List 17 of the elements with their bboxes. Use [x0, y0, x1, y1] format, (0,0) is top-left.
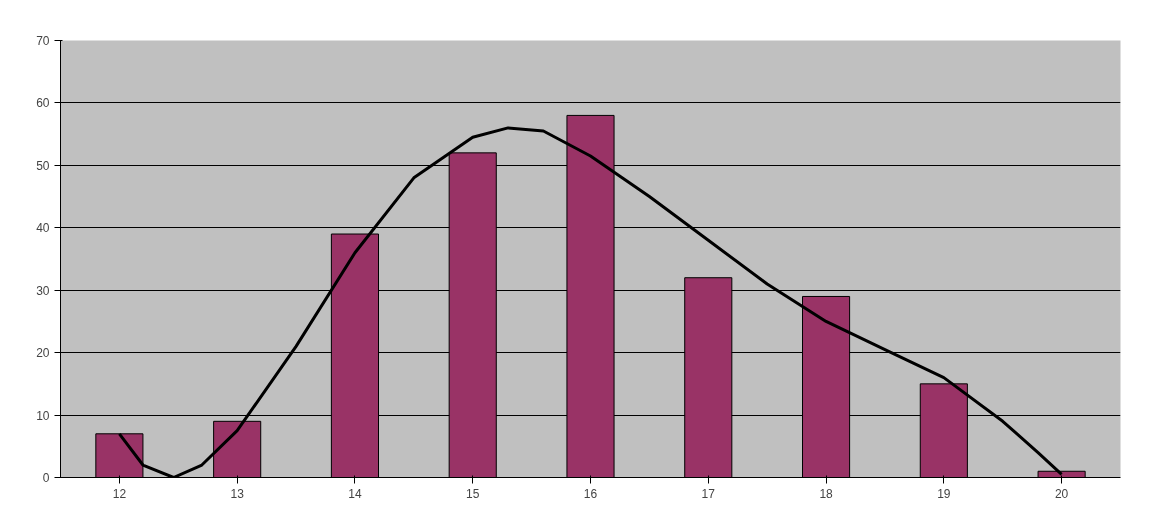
- x-tick-label: 19: [937, 486, 951, 501]
- y-tick-label: 30: [36, 283, 50, 298]
- y-tick-label: 50: [36, 158, 50, 173]
- x-tick-label: 20: [1054, 486, 1069, 501]
- y-tick-label: 60: [36, 96, 50, 111]
- y-tick-label: 10: [36, 408, 50, 423]
- y-tick-label: 20: [36, 346, 50, 361]
- y-tick-label: 40: [36, 221, 50, 236]
- x-tick-label: 14: [348, 486, 362, 501]
- x-tick-label: 17: [701, 486, 716, 501]
- y-tick-label: 0: [42, 471, 50, 485]
- y-tick-label: 70: [36, 34, 50, 48]
- x-tick-label: 16: [583, 486, 598, 501]
- x-tick-label: 13: [230, 486, 245, 501]
- x-tick-label: 12: [112, 486, 127, 501]
- x-tick-label: 15: [466, 486, 480, 501]
- x-tick-label: 18: [819, 486, 834, 501]
